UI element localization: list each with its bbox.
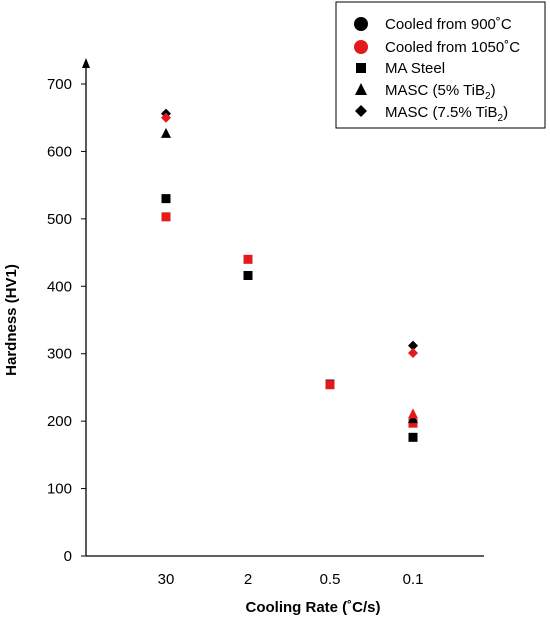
legend-label-suffix: ) — [503, 104, 508, 121]
legend-entry-ma-steel: MA Steel — [356, 60, 445, 77]
legend-entry-masc-7-5: MASC (7.5% TiB2) — [355, 104, 508, 124]
y-tick-label: 700 — [47, 76, 72, 93]
y-tick-label: 300 — [47, 346, 72, 363]
data-point-square — [408, 432, 418, 442]
axes — [82, 58, 484, 557]
data-point-diamond — [408, 348, 418, 359]
y-tick-label: 600 — [47, 143, 72, 160]
legend-entry-cooled-900: Cooled from 900˚C — [354, 16, 512, 33]
data-point-square — [243, 254, 253, 264]
legend-label: MA Steel — [385, 60, 445, 77]
legend-label-subscript: 2 — [485, 91, 491, 102]
legend-label-prefix: MASC (7.5% TiB — [385, 104, 498, 121]
legend-label: Cooled from 1050˚C — [385, 39, 520, 56]
data-points — [161, 108, 418, 442]
y-ticks: 0 100 200 300 400 500 600 700 — [47, 76, 86, 565]
y-tick-label: 200 — [47, 413, 72, 430]
legend-label: Cooled from 900˚C — [385, 16, 512, 33]
y-axis-title: Hardness (HV1) — [3, 264, 20, 376]
data-point-square — [243, 270, 253, 280]
legend-label: MASC (7.5% TiB2) — [385, 104, 508, 124]
data-point-square — [408, 418, 418, 428]
x-tick-label: 0.1 — [403, 571, 424, 588]
data-point-square — [325, 380, 335, 390]
data-point-diamond — [408, 340, 418, 351]
legend-entry-cooled-1050: Cooled from 1050˚C — [354, 39, 520, 56]
legend: Cooled from 900˚C Cooled from 1050˚C MA … — [335, 1, 546, 129]
legend-label-suffix: ) — [491, 82, 496, 99]
legend-label: MASC (5% TiB2) — [385, 82, 496, 102]
legend-marker-circle-red — [354, 40, 368, 54]
y-tick-label: 0 — [64, 548, 72, 565]
y-tick-label: 100 — [47, 481, 72, 498]
y-axis-arrow — [82, 58, 90, 68]
legend-entry-masc-5: MASC (5% TiB2) — [355, 82, 496, 102]
x-tick-label: 0.5 — [320, 571, 341, 588]
data-point-diamond — [161, 112, 171, 123]
y-tick-label: 400 — [47, 278, 72, 295]
x-tick-label: 30 — [158, 571, 175, 588]
data-point-square — [161, 194, 171, 204]
legend-marker-circle-black — [354, 17, 368, 31]
legend-label-prefix: MASC (5% TiB — [385, 82, 485, 99]
x-tick-label: 2 — [244, 571, 252, 588]
legend-marker-diamond — [355, 105, 367, 117]
y-tick-label: 500 — [47, 211, 72, 228]
legend-label-subscript: 2 — [498, 113, 504, 124]
x-axis-title: Cooling Rate (˚C/s) — [246, 599, 381, 616]
x-ticks: 30 2 0.5 0.1 — [158, 571, 424, 588]
data-point-triangle — [161, 127, 171, 138]
data-point-triangle — [408, 408, 418, 419]
legend-marker-square — [356, 63, 366, 73]
legend-marker-triangle — [355, 83, 367, 95]
data-point-square — [161, 212, 171, 222]
legend-box — [335, 1, 546, 129]
